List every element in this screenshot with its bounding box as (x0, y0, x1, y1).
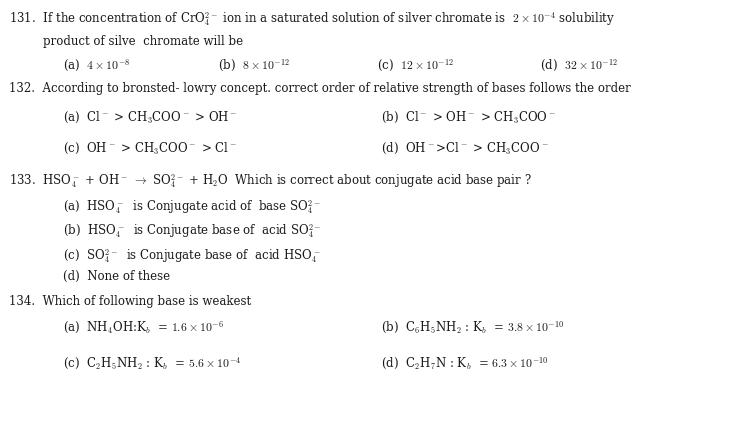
Text: (b)  HSO$_4^-$  is Conjugate base of  acid SO$_4^{2-}$: (b) HSO$_4^-$ is Conjugate base of acid … (63, 222, 322, 240)
Text: 131.  If the concentration of CrO$_4^{2-}$ ion in a saturated solution of silver: 131. If the concentration of CrO$_4^{2-}… (9, 11, 615, 29)
Text: (d)  OH$^-$>Cl$^-$ > CH$_3$COO$^-$: (d) OH$^-$>Cl$^-$ > CH$_3$COO$^-$ (381, 141, 549, 156)
Text: (b)  Cl$^-$ > OH$^-$ > CH$_3$COO$^-$: (b) Cl$^-$ > OH$^-$ > CH$_3$COO$^-$ (381, 110, 556, 125)
Text: (d)  $32\times10^{-12}$: (d) $32\times10^{-12}$ (540, 58, 618, 74)
Text: 134.  Which of following base is weakest: 134. Which of following base is weakest (9, 295, 251, 308)
Text: 132.  According to bronsted- lowry concept. correct order of relative strength o: 132. According to bronsted- lowry concep… (9, 82, 630, 95)
Text: (b)  C$_6$H$_5$NH$_2$ : K$_b$  = $3.8\times10^{-10}$: (b) C$_6$H$_5$NH$_2$ : K$_b$ = $3.8\time… (381, 320, 565, 336)
Text: (c)  OH$^-$ > CH$_3$COO$^-$ > Cl$^-$: (c) OH$^-$ > CH$_3$COO$^-$ > Cl$^-$ (63, 141, 238, 156)
Text: (b)  $8\times10^{-12}$: (b) $8\times10^{-12}$ (218, 58, 290, 74)
Text: (a)  HSO$_4^-$  is Conjugate acid of  base SO$_4^{2-}$: (a) HSO$_4^-$ is Conjugate acid of base … (63, 198, 321, 216)
Text: product of silve  chromate will be: product of silve chromate will be (43, 35, 243, 48)
Text: (a)  NH$_4$OH:K$_b$  = $1.6\times10^{-6}$: (a) NH$_4$OH:K$_b$ = $1.6\times10^{-6}$ (63, 320, 224, 336)
Text: (d)  None of these: (d) None of these (63, 270, 170, 283)
Text: (a)  $4\times10^{-8}$: (a) $4\times10^{-8}$ (63, 58, 130, 74)
Text: (a)  Cl$^-$ > CH$_3$COO$^-$ > OH$^-$: (a) Cl$^-$ > CH$_3$COO$^-$ > OH$^-$ (63, 110, 238, 125)
Text: (c)  SO$_4^{2-}$  is Conjugate base of  acid HSO$_4^-$: (c) SO$_4^{2-}$ is Conjugate base of aci… (63, 247, 320, 265)
Text: (c)  C$_2$H$_5$NH$_2$ : K$_b$  = $5.6\times10^{-4}$: (c) C$_2$H$_5$NH$_2$ : K$_b$ = $5.6\time… (63, 356, 241, 372)
Text: (d)  C$_2$H$_7$N : K$_b$  = $6.3\times10^{-10}$: (d) C$_2$H$_7$N : K$_b$ = $6.3\times10^{… (381, 356, 549, 372)
Text: 133.  HSO$_4^-$ + OH$^-$ $\rightarrow$ SO$_4^{2-}$ + H$_2$O  Which is correct ab: 133. HSO$_4^-$ + OH$^-$ $\rightarrow$ SO… (9, 172, 531, 190)
Text: (c)  $12\times10^{-12}$: (c) $12\times10^{-12}$ (377, 58, 454, 74)
